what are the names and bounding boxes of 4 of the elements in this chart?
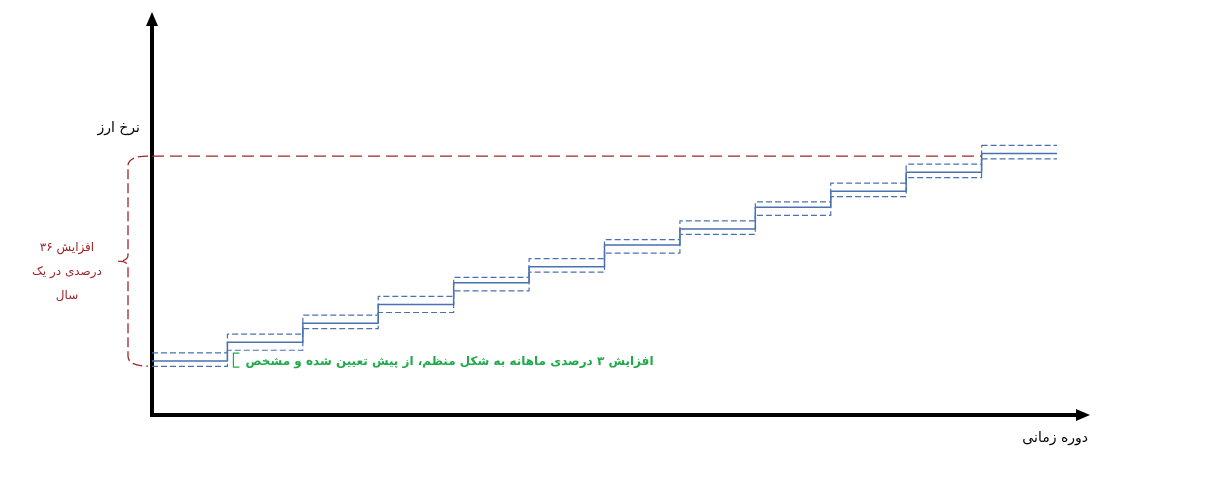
annotation: افزایش ۳ درصدی ماهانه به شکل منظم، از پیش تعیین شده و مشخص [245,354,654,370]
y-axis-title: نرخ ارز [96,119,140,136]
text: افزایش ۳۶ درصدی در یک سال [31,239,103,305]
x-axis-title: دوره زمانی [1022,429,1088,446]
